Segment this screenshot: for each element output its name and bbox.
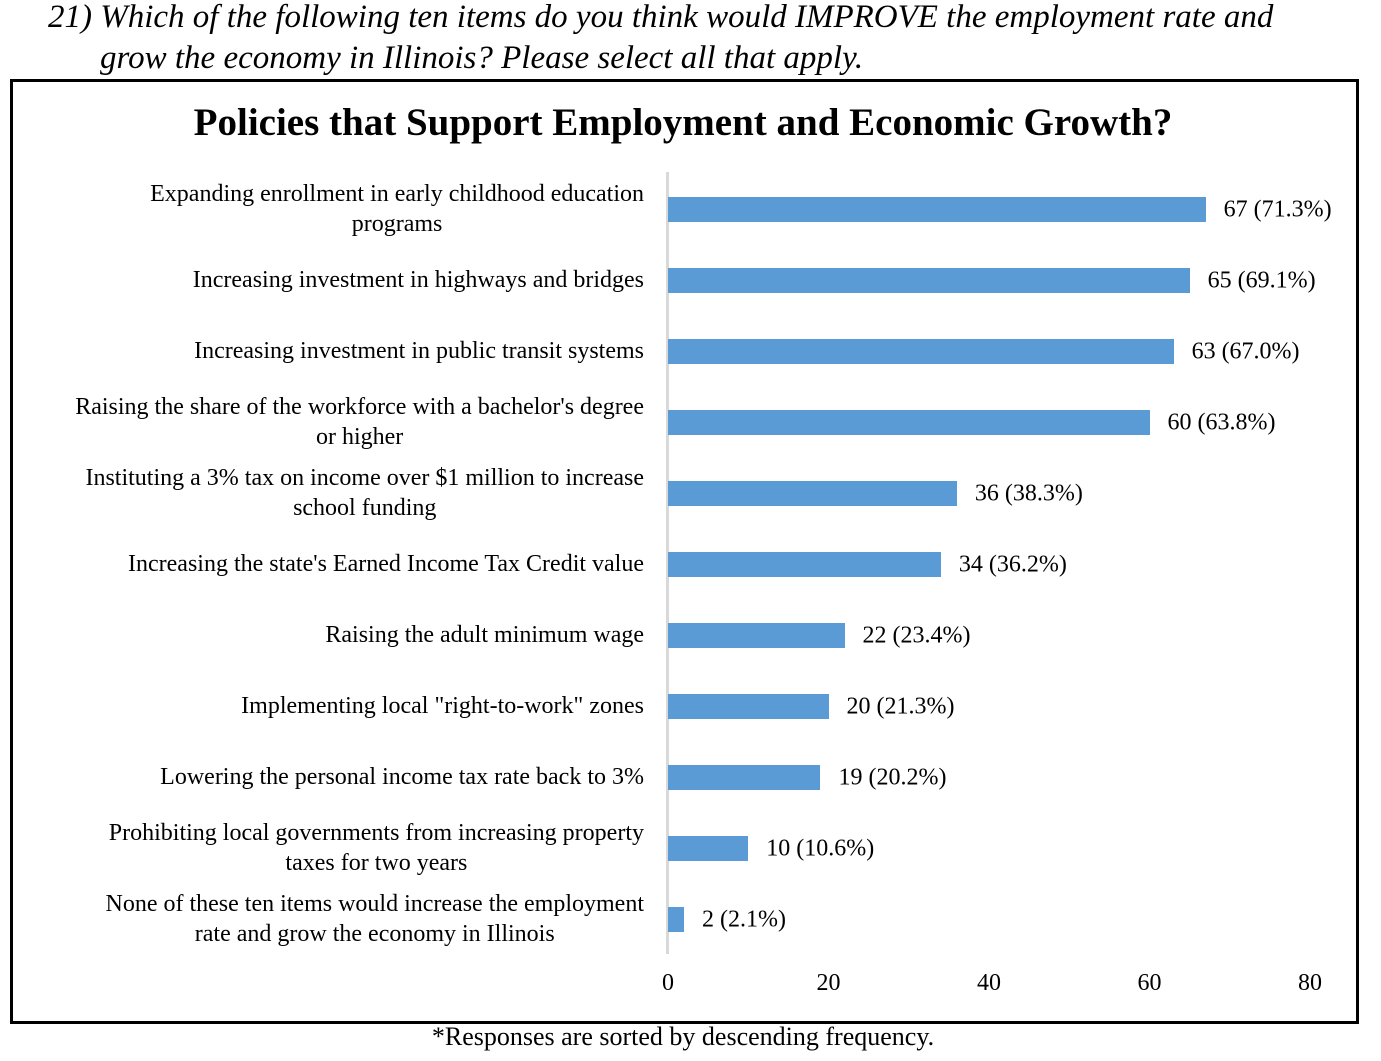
- bar: [668, 623, 845, 648]
- category-label-line: Increasing investment in highways and br…: [192, 267, 644, 293]
- category-label: Implementing local "right-to-work" zones: [241, 691, 644, 721]
- bar: [668, 836, 749, 861]
- bar: [668, 268, 1190, 293]
- x-tick-label: 80: [1298, 970, 1322, 996]
- bar: [668, 481, 957, 506]
- data-label: 19 (20.2%): [838, 764, 947, 791]
- category-label-line: programs: [351, 211, 443, 237]
- category-label-line: Increasing the state's Earned Income Tax…: [128, 551, 644, 577]
- category-label: Raising the adult minimum wage: [325, 620, 644, 650]
- data-label: 36 (38.3%): [974, 480, 1083, 507]
- question-line-1: 21) Which of the following ten items do …: [48, 0, 1274, 35]
- category-label-line: taxes for two years: [285, 850, 468, 876]
- chart-title: Policies that Support Employment and Eco…: [193, 101, 1173, 144]
- bar: [668, 552, 941, 577]
- category-label-line: Implementing local "right-to-work" zones: [241, 693, 644, 719]
- footnote: *Responses are sorted by descending freq…: [431, 1022, 935, 1051]
- category-label: Expanding enrollment in early childhood …: [150, 179, 644, 239]
- bar: [668, 907, 685, 932]
- data-label: 34 (36.2%): [958, 551, 1067, 578]
- category-label-line: Expanding enrollment in early childhood …: [150, 181, 644, 207]
- bar: [668, 410, 1150, 435]
- category-label-line: Increasing investment in public transit …: [194, 338, 644, 364]
- data-label: 60 (63.8%): [1167, 409, 1276, 436]
- category-label: Increasing investment in highways and br…: [193, 265, 644, 295]
- data-label: 67 (71.3%): [1223, 196, 1332, 223]
- data-label: 22 (23.4%): [862, 622, 971, 649]
- bar: [668, 694, 829, 719]
- category-label: None of these ten items would increase t…: [105, 889, 644, 949]
- question-line-2: grow the economy in Illinois? Please sel…: [100, 40, 864, 76]
- category-label-line: school funding: [293, 495, 437, 521]
- category-label-line: Raising the adult minimum wage: [325, 622, 644, 648]
- bar: [668, 339, 1174, 364]
- category-label-line: Prohibiting local governments from incre…: [108, 820, 644, 846]
- category-label-line: None of these ten items would increase t…: [105, 891, 644, 917]
- x-tick-label: 20: [816, 970, 841, 996]
- bar: [668, 197, 1206, 222]
- data-label: 65 (69.1%): [1207, 267, 1316, 294]
- data-label: 20 (21.3%): [846, 693, 955, 720]
- category-axis-line: [666, 172, 669, 954]
- x-tick-label: 0: [662, 970, 674, 996]
- x-tick-label: 60: [1137, 970, 1162, 996]
- category-label-line: Raising the share of the workforce with …: [75, 394, 644, 420]
- category-label: Lowering the personal income tax rate ba…: [160, 762, 644, 792]
- category-label-line: Instituting a 3% tax on income over $1 m…: [85, 465, 644, 491]
- x-tick-label: 40: [977, 970, 1001, 996]
- data-label: 2 (2.1%): [702, 906, 787, 933]
- category-label-line: rate and grow the economy in Illinois: [194, 921, 555, 947]
- category-label: Raising the share of the workforce with …: [75, 392, 644, 452]
- bar: [668, 765, 821, 790]
- category-label: Increasing investment in public transit …: [194, 336, 644, 366]
- data-label: 10 (10.6%): [766, 835, 875, 862]
- category-label: Prohibiting local governments from incre…: [109, 818, 644, 878]
- data-label: 63 (67.0%): [1191, 338, 1300, 365]
- category-label-line: or higher: [315, 424, 404, 450]
- chart-frame: [10, 79, 1359, 1024]
- category-label-line: Lowering the personal income tax rate ba…: [160, 764, 644, 790]
- category-label: Instituting a 3% tax on income over $1 m…: [85, 463, 644, 523]
- category-label: Increasing the state's Earned Income Tax…: [128, 549, 644, 579]
